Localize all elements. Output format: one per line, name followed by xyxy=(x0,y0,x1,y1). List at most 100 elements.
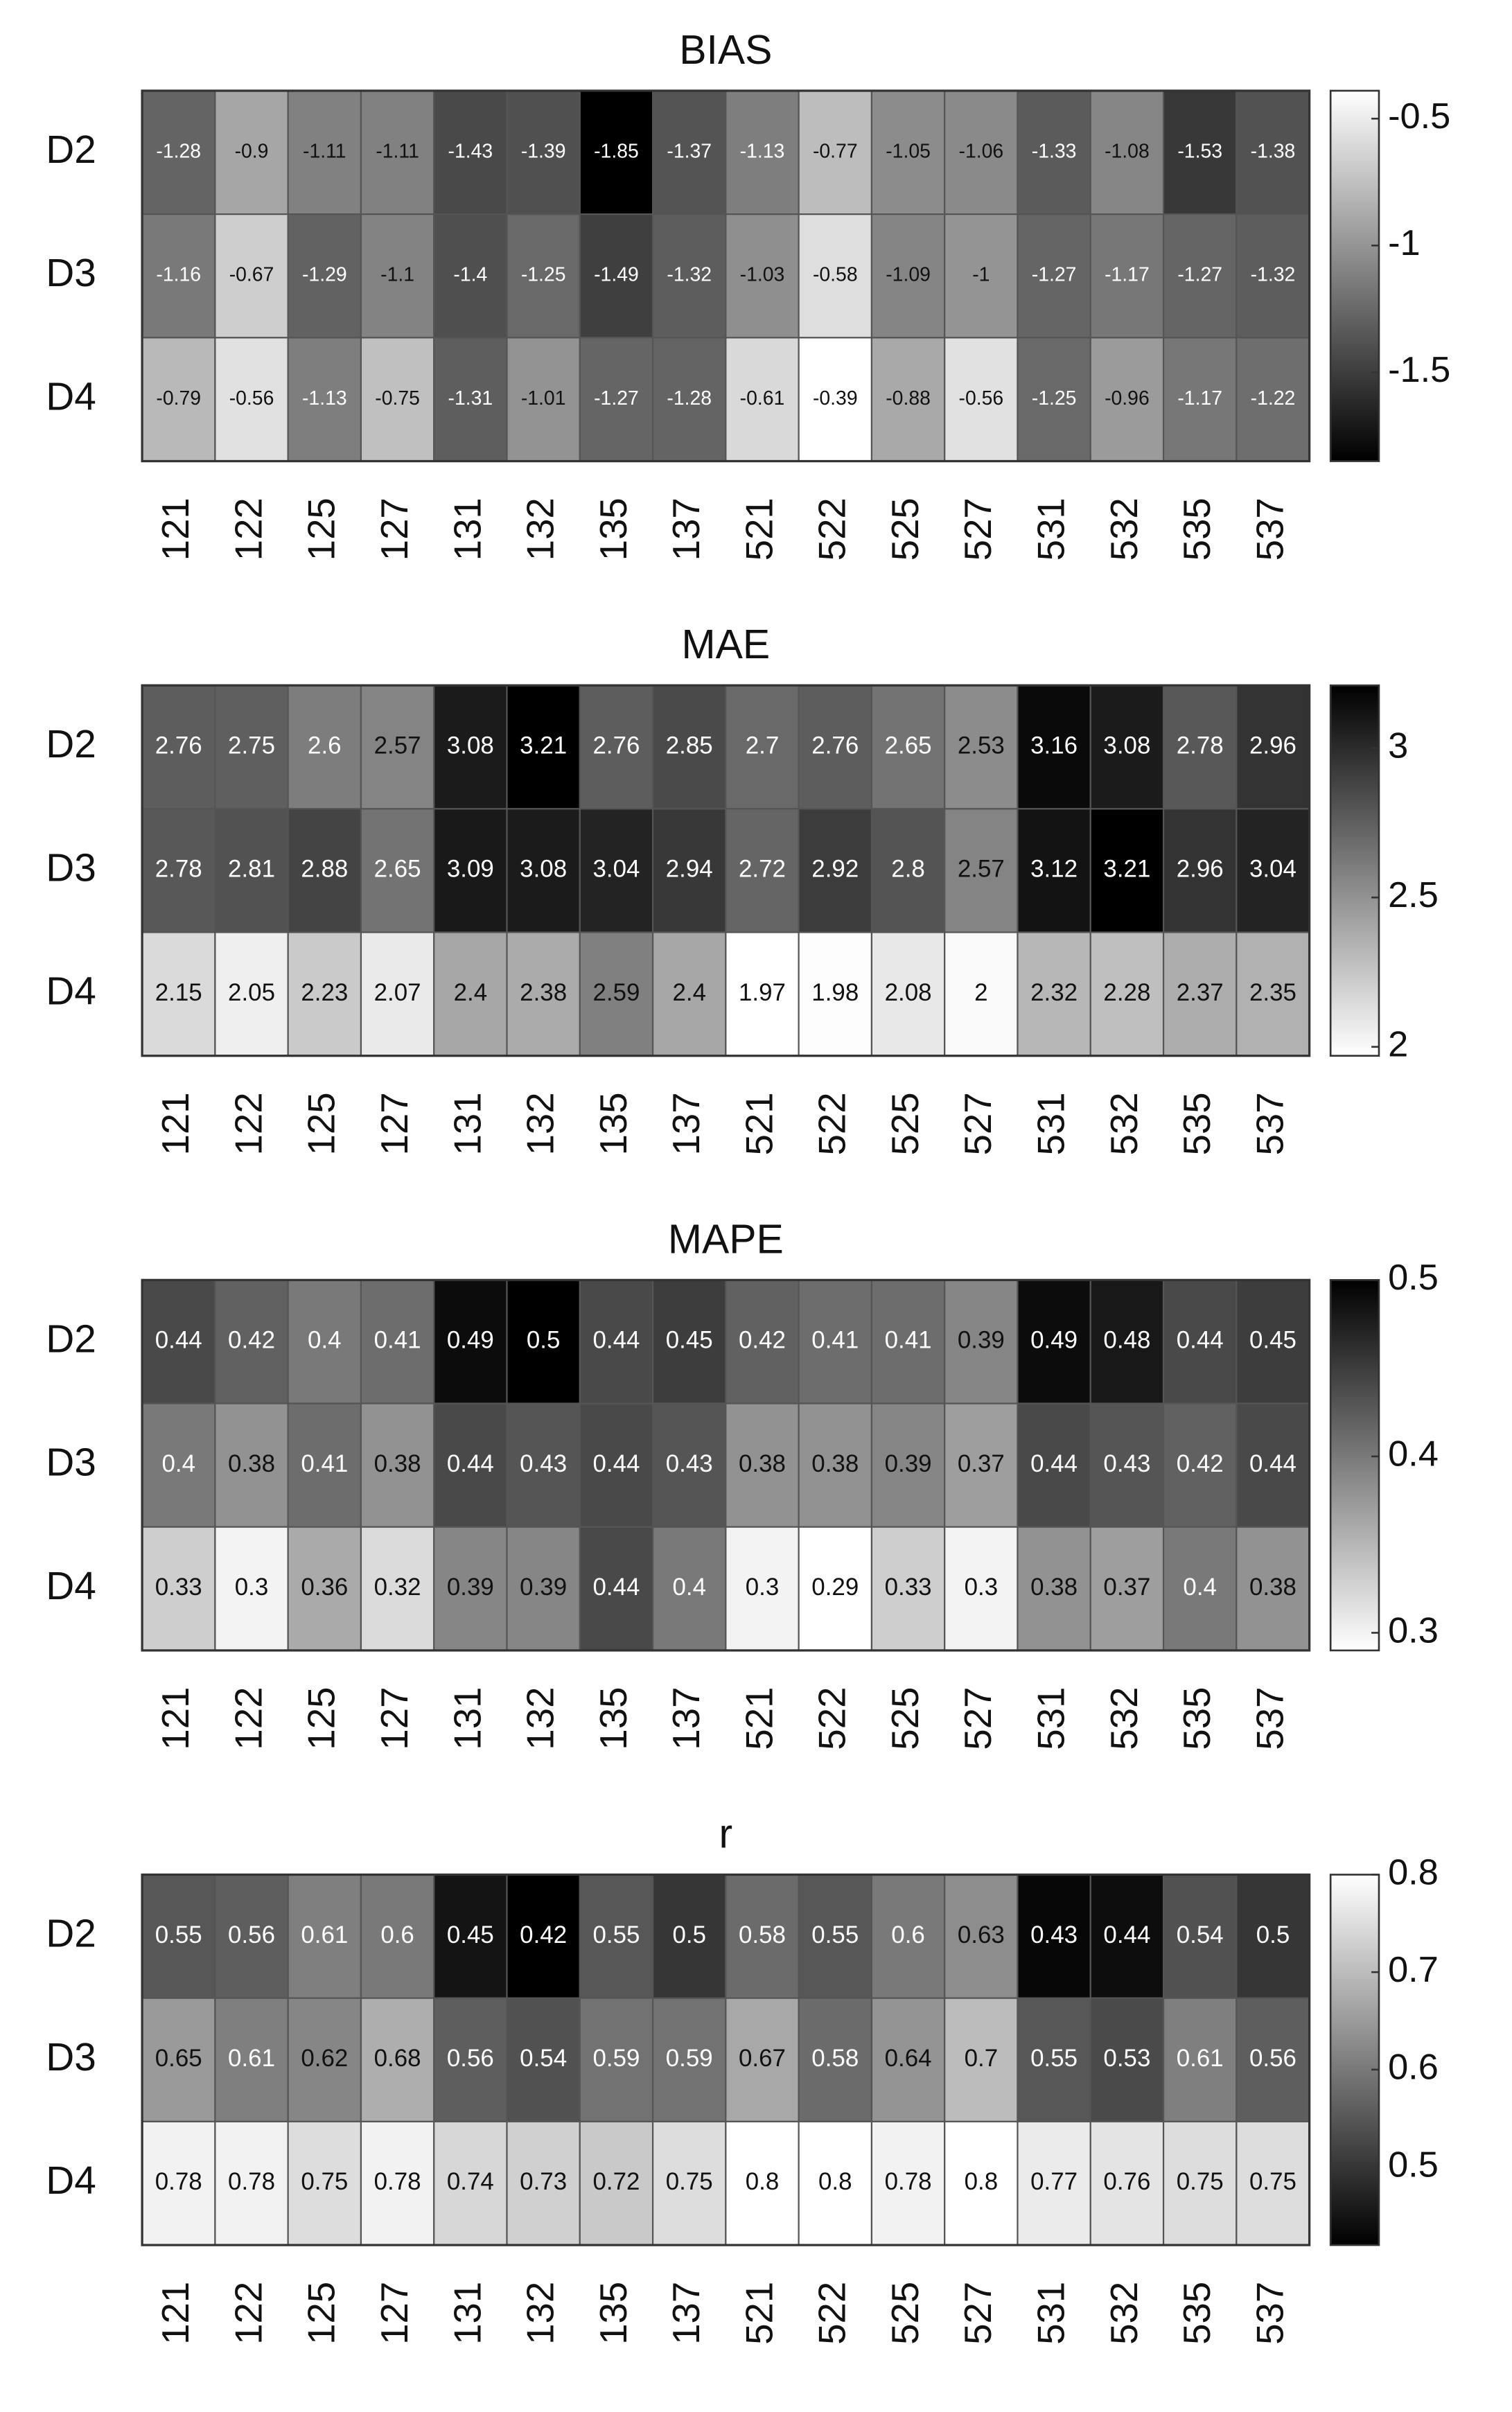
x-tick-label: 137 xyxy=(665,1687,707,1750)
cell-label: 0.78 xyxy=(155,2168,202,2195)
cell-label: -1.17 xyxy=(1177,387,1222,410)
cell-label: 0.39 xyxy=(958,1327,1005,1354)
x-tick-label: 537 xyxy=(1249,498,1291,561)
cell-label: -1.25 xyxy=(1032,387,1077,410)
x-tick-label: 522 xyxy=(811,1092,854,1155)
cell-label: -0.88 xyxy=(886,387,931,410)
cell-label: 0.58 xyxy=(739,1921,786,1948)
colorbar-tick-label: 2 xyxy=(1388,1025,1408,1065)
heatmap-cell xyxy=(944,213,1019,339)
cell-label: 0.78 xyxy=(228,2168,275,2195)
cell-label: 0.53 xyxy=(1103,2045,1150,2072)
cell-label: -1.09 xyxy=(886,264,931,286)
heatmap-cell xyxy=(141,931,216,1057)
heatmap-cell xyxy=(287,1874,362,1999)
cell-label: 2.08 xyxy=(885,979,932,1006)
x-tick-label: 132 xyxy=(520,1687,562,1750)
heatmap-cell xyxy=(506,213,581,339)
x-tick-label: 521 xyxy=(738,2282,780,2345)
cell-label: -0.56 xyxy=(229,387,274,410)
cell-label: 3.09 xyxy=(447,856,494,883)
heatmap-cell xyxy=(725,808,800,933)
cell-label: 0.56 xyxy=(1249,2045,1296,2072)
cell-label: -0.79 xyxy=(156,387,201,410)
cell-label: 0.58 xyxy=(811,2045,859,2072)
cell-label: 0.43 xyxy=(520,1450,567,1477)
cell-label: -1.53 xyxy=(1177,141,1222,163)
heatmap-cell xyxy=(1162,1279,1238,1405)
cell-label: 0.65 xyxy=(155,2045,202,2072)
x-tick-label: 521 xyxy=(738,1092,780,1155)
cell-label: 2.59 xyxy=(592,979,640,1006)
heatmap-cell xyxy=(798,89,873,215)
heatmap-cell xyxy=(651,337,727,462)
row-label: D2 xyxy=(46,1912,96,1956)
cell-label: 2.72 xyxy=(739,856,786,883)
cell-label: 0.75 xyxy=(301,2168,348,2195)
cell-label: 2.23 xyxy=(301,979,348,1006)
cell-label: 0.62 xyxy=(301,2045,348,2072)
heatmap-cell xyxy=(214,1526,289,1651)
x-tick-label: 522 xyxy=(811,1687,854,1750)
row-label: D4 xyxy=(46,1565,96,1608)
cell-label: -0.96 xyxy=(1105,387,1150,410)
heatmap-cell xyxy=(214,213,289,339)
heatmap-frame xyxy=(141,1278,1311,1652)
cell-label: 2.37 xyxy=(1177,979,1224,1006)
heatmap-cell xyxy=(798,1402,873,1528)
heatmap-cell xyxy=(579,808,654,933)
x-tick-label: 527 xyxy=(957,1687,999,1750)
heatmap-cell xyxy=(360,685,435,810)
heatmap-cell xyxy=(944,1279,1019,1405)
heatmap-cell xyxy=(944,685,1019,810)
row-label: D2 xyxy=(46,128,96,172)
cell-label: 2.88 xyxy=(301,856,348,883)
x-tick-label: 131 xyxy=(446,1092,489,1155)
cell-label: -0.77 xyxy=(813,141,858,163)
x-tick-label: 122 xyxy=(227,498,270,561)
x-tick-label: 531 xyxy=(1030,1092,1073,1155)
cell-label: 2.28 xyxy=(1103,979,1150,1006)
cell-label: 0.55 xyxy=(592,1921,640,1948)
heatmap-cell xyxy=(1017,1402,1091,1528)
cell-label: -1.08 xyxy=(1105,141,1150,163)
cell-label: 2.78 xyxy=(155,856,202,883)
x-tick-label: 125 xyxy=(301,1092,343,1155)
cell-label: 2.65 xyxy=(374,856,421,883)
heatmap-cell xyxy=(651,931,727,1057)
cell-label: 0.49 xyxy=(1030,1327,1078,1354)
colorbar-tick-label: 0.4 xyxy=(1388,1434,1439,1475)
cell-label: 0.33 xyxy=(885,1574,932,1601)
x-tick-label: 137 xyxy=(665,2282,707,2345)
cell-label: 0.5 xyxy=(527,1327,561,1354)
cell-label: 2.85 xyxy=(666,732,713,759)
cell-label: 2.76 xyxy=(811,732,859,759)
heatmap-cell xyxy=(1162,1402,1238,1528)
heatmap-cell xyxy=(1017,808,1091,933)
heatmap-cell xyxy=(944,1526,1019,1651)
cell-label: -0.56 xyxy=(959,387,1004,410)
cell-label: 0.41 xyxy=(374,1327,421,1354)
cell-label: 0.56 xyxy=(447,2045,494,2072)
heatmap-cell xyxy=(433,1526,508,1651)
heatmap-cell xyxy=(287,931,362,1057)
heatmap-cell xyxy=(725,1874,800,1999)
x-tick-label: 527 xyxy=(957,1092,999,1155)
x-tick-label: 131 xyxy=(446,1687,489,1750)
x-tick-label: 121 xyxy=(155,1092,197,1155)
row-label: D4 xyxy=(46,375,96,419)
row-label: D3 xyxy=(46,1441,96,1485)
cell-label: 0.41 xyxy=(811,1327,859,1354)
cell-label: 0.55 xyxy=(1030,2045,1078,2072)
x-tick-label: 127 xyxy=(373,1092,416,1155)
heatmap-cell xyxy=(725,1279,800,1405)
cell-label: -1 xyxy=(972,264,990,286)
cell-label: 0.49 xyxy=(447,1327,494,1354)
heatmap-cell xyxy=(944,89,1019,215)
x-tick-label: 127 xyxy=(373,1687,416,1750)
cell-label: 1.98 xyxy=(811,979,859,1006)
heatmap-frame xyxy=(141,1873,1311,2246)
cell-label: 2.78 xyxy=(1177,732,1224,759)
cell-label: 0.42 xyxy=(739,1327,786,1354)
